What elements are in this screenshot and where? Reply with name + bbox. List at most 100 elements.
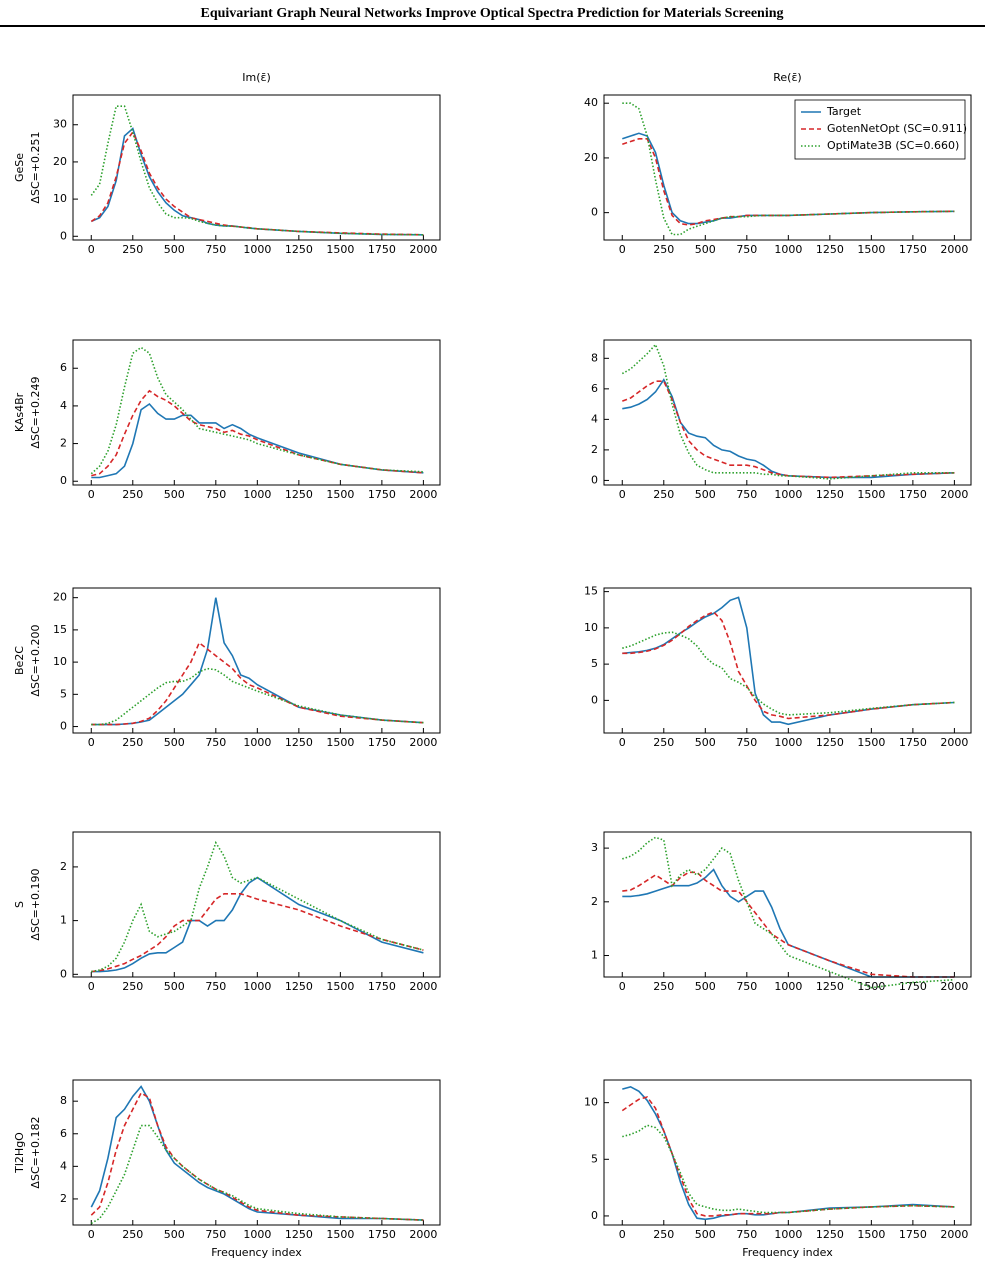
- x-tick-label: 1000: [774, 736, 802, 749]
- x-axis-label: Frequency index: [211, 1246, 302, 1259]
- series-line: [622, 631, 955, 716]
- x-tick-label: 1000: [243, 488, 271, 501]
- x-tick-label: 750: [205, 980, 226, 993]
- legend-label: GotenNetOpt (SC=0.911): [827, 122, 967, 135]
- y-tick-label: 6: [60, 361, 67, 374]
- y-axis-label: GeSe: [13, 153, 26, 182]
- x-tick-label: 750: [736, 488, 757, 501]
- series-line: [622, 378, 955, 479]
- x-tick-label: 500: [164, 1228, 185, 1241]
- x-tick-label: 500: [164, 488, 185, 501]
- y-tick-label: 2: [60, 860, 67, 873]
- x-tick-label: 250: [653, 980, 674, 993]
- x-tick-label: 1750: [899, 243, 927, 256]
- x-tick-label: 500: [695, 488, 716, 501]
- axes-frame: [603, 587, 972, 734]
- x-tick-label: 0: [619, 736, 626, 749]
- series-line: [90, 127, 424, 236]
- y-tick-label: 6: [591, 382, 598, 395]
- y-tick-label: 2: [591, 443, 598, 456]
- x-tick-label: 0: [619, 243, 626, 256]
- x-tick-label: 750: [736, 243, 757, 256]
- x-tick-label: 2000: [940, 736, 968, 749]
- x-tick-label: 1000: [774, 488, 802, 501]
- y-tick-label: 8: [591, 351, 598, 364]
- axes-frame: [603, 831, 972, 978]
- y-tick-label: 0: [60, 967, 67, 980]
- axes-frame: [72, 94, 441, 241]
- x-tick-label: 1500: [857, 736, 885, 749]
- x-tick-label: 2000: [940, 980, 968, 993]
- y-axis-label: ΔSC=+0.200: [29, 624, 42, 696]
- x-tick-label: 1000: [774, 1228, 802, 1241]
- x-axis-label: Frequency index: [742, 1246, 833, 1259]
- y-tick-label: 30: [53, 118, 67, 131]
- legend-box: [794, 99, 966, 160]
- x-tick-label: 1500: [326, 243, 354, 256]
- x-tick-label: 0: [88, 488, 95, 501]
- x-tick-label: 250: [122, 980, 143, 993]
- x-tick-label: 0: [88, 243, 95, 256]
- series-line: [90, 1124, 424, 1225]
- series-line: [91, 597, 424, 726]
- x-tick-label: 1250: [285, 488, 313, 501]
- x-tick-label: 0: [88, 736, 95, 749]
- x-tick-label: 1750: [899, 488, 927, 501]
- y-axis-label: S: [13, 901, 26, 908]
- column-title: Re(ε̄): [773, 71, 801, 84]
- y-tick-label: 2: [60, 1192, 67, 1205]
- y-tick-label: 5: [60, 687, 67, 700]
- x-tick-label: 1750: [899, 736, 927, 749]
- x-tick-label: 1750: [368, 1228, 396, 1241]
- series-line: [90, 1091, 424, 1221]
- x-tick-label: 1500: [326, 736, 354, 749]
- x-tick-label: 2000: [940, 243, 968, 256]
- axes-frame: [603, 339, 972, 486]
- x-tick-label: 0: [88, 1228, 95, 1241]
- x-tick-label: 2000: [409, 1228, 437, 1241]
- y-tick-label: 1: [60, 914, 67, 927]
- y-axis-label: ΔSC=+0.251: [29, 131, 42, 203]
- x-tick-label: 1000: [774, 243, 802, 256]
- y-axis-label: ΔSC=+0.249: [29, 376, 42, 448]
- y-axis-label: Be2C: [13, 646, 26, 675]
- x-tick-label: 500: [695, 1228, 716, 1241]
- x-tick-label: 250: [653, 1228, 674, 1241]
- x-tick-label: 1250: [285, 736, 313, 749]
- y-tick-label: 40: [584, 96, 598, 109]
- series-line: [622, 102, 955, 236]
- x-tick-label: 750: [736, 980, 757, 993]
- series-line: [91, 876, 424, 973]
- y-tick-label: 0: [591, 1209, 598, 1222]
- x-tick-label: 1000: [243, 980, 271, 993]
- x-tick-label: 500: [164, 736, 185, 749]
- x-tick-label: 1000: [774, 980, 802, 993]
- x-tick-label: 1250: [816, 736, 844, 749]
- x-tick-label: 2000: [940, 488, 968, 501]
- y-axis-label: ΔSC=+0.190: [29, 868, 42, 940]
- y-tick-label: 5: [591, 657, 598, 670]
- series-line: [622, 1124, 955, 1214]
- x-tick-label: 1250: [816, 488, 844, 501]
- x-tick-label: 250: [122, 243, 143, 256]
- y-axis-label: ΔSC=+0.182: [29, 1116, 42, 1188]
- x-tick-label: 0: [619, 488, 626, 501]
- y-tick-label: 2: [60, 437, 67, 450]
- y-tick-label: 4: [60, 1159, 67, 1172]
- x-tick-label: 1500: [857, 243, 885, 256]
- series-line: [91, 840, 424, 973]
- axes-frame: [72, 831, 441, 978]
- y-tick-label: 15: [584, 585, 598, 598]
- series-line: [91, 893, 424, 973]
- paper-title: Equivariant Graph Neural Networks Improv…: [200, 6, 783, 21]
- series-line: [91, 389, 424, 477]
- x-tick-label: 750: [205, 736, 226, 749]
- series-line: [90, 346, 424, 475]
- x-tick-label: 1250: [816, 980, 844, 993]
- series-line: [90, 105, 424, 236]
- x-tick-label: 750: [205, 243, 226, 256]
- x-tick-label: 1500: [857, 980, 885, 993]
- series-line: [622, 836, 955, 989]
- y-tick-label: 2: [591, 895, 598, 908]
